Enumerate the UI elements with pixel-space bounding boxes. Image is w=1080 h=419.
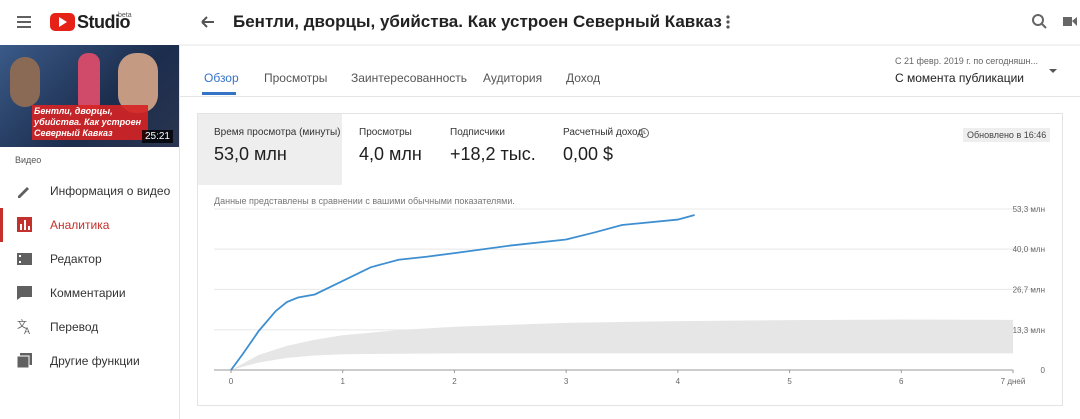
y-tick-label: 40,0 млн (1013, 245, 1045, 254)
menu-item[interactable]: Другие функции (0, 344, 179, 378)
create-button[interactable] (1063, 17, 1077, 26)
app-name: Studio (77, 12, 131, 32)
y-tick-label: 13,3 млн (1013, 326, 1045, 335)
tab[interactable]: Просмотры (264, 71, 328, 85)
menu-label: Информация о видео (50, 184, 171, 198)
metric-label: Подписчики (450, 127, 506, 138)
tab[interactable]: Заинтересованность (351, 71, 468, 85)
menu-button[interactable] (17, 16, 31, 28)
y-tick-label: 26,7 млн (1013, 285, 1045, 294)
metric-value: +18,2 тыс. (450, 144, 536, 164)
menu-icon (17, 217, 32, 232)
typical-range-band (231, 319, 1013, 370)
y-tick-label: 53,3 млн (1013, 205, 1045, 214)
date-range-label: С 21 февр. 2019 г. по сегодняшн... (895, 56, 1038, 66)
svg-text:A: A (24, 326, 30, 336)
x-tick-label: 7 дней (1001, 377, 1026, 386)
section-label: Видео (15, 155, 42, 165)
tab[interactable]: Обзор (204, 71, 239, 85)
more-button[interactable] (726, 15, 730, 29)
tab-divider (179, 96, 1080, 97)
y-tick-label: 0 (1041, 366, 1046, 375)
menu-label: Другие функции (50, 354, 140, 368)
x-tick-label: 6 (899, 377, 904, 386)
metric-value: 4,0 млн (359, 144, 422, 164)
info-icon[interactable] (638, 127, 650, 139)
menu-item[interactable]: Информация о видео (0, 174, 179, 208)
menu-label: Аналитика (50, 218, 110, 232)
tab[interactable]: Доход (566, 71, 601, 85)
menu-label: Перевод (50, 320, 99, 334)
menu-item[interactable]: Комментарии (0, 276, 179, 310)
menu-icon (17, 253, 32, 265)
x-tick-label: 5 (787, 377, 792, 386)
thumbnail-text: Бентли, дворцы, убийства. Как устроен Се… (32, 105, 148, 140)
analytics-card (197, 113, 1063, 406)
x-tick-label: 3 (564, 377, 569, 386)
menu-icon (18, 187, 29, 198)
menu-label: Редактор (50, 252, 102, 266)
date-range-value[interactable]: С момента публикации (895, 71, 1024, 85)
menu-item[interactable]: Редактор (0, 242, 179, 276)
sidebar-divider (179, 45, 180, 419)
chart-note: Данные представлены в сравнении с вашими… (214, 196, 515, 206)
search-button[interactable] (1032, 14, 1047, 29)
logo-play (59, 17, 67, 27)
thumbnail[interactable]: Бентли, дворцы, убийства. Как устроен Се… (0, 45, 179, 147)
video-title: Бентли, дворцы, убийства. Как устроен Се… (233, 12, 722, 31)
thumbnail-figure (78, 53, 100, 113)
menu-icon (16, 353, 32, 369)
metric-label: Расчетный доход (563, 127, 644, 138)
duration: 25:21 (141, 130, 173, 143)
x-tick-label: 0 (229, 377, 234, 386)
active-metric-bg (198, 114, 342, 185)
menu-icon (17, 286, 32, 300)
x-tick-label: 1 (340, 377, 345, 386)
x-tick-label: 4 (676, 377, 681, 386)
metric-value: 53,0 млн (214, 144, 287, 164)
metric-label: Просмотры (359, 127, 412, 138)
metric-label: Время просмотра (минуты) (214, 127, 341, 138)
x-tick-label: 2 (452, 377, 457, 386)
svg-text:文: 文 (17, 318, 27, 331)
menu-label: Комментарии (50, 286, 126, 300)
thumbnail-figure (118, 53, 158, 113)
menu-item[interactable]: Аналитика (0, 208, 179, 242)
thumbnail-figure (10, 57, 40, 107)
menu-item[interactable]: 文 A Перевод (0, 310, 179, 344)
dropdown-arrow[interactable] (1048, 67, 1058, 75)
menu-icon: 文A (17, 318, 30, 336)
series-line (230, 214, 695, 371)
header-bar (17, 13, 1080, 46)
beta-badge: beta (118, 12, 132, 19)
tab-underline (202, 92, 236, 95)
updated-badge: Обновлено в 16:46 (963, 128, 1051, 142)
back-button[interactable] (201, 16, 214, 28)
tab[interactable]: Аудитория (483, 71, 543, 85)
metric-value: 0,00 $ (563, 144, 614, 164)
chart: 0 13,3 млн 26,7 млн 40,0 млн 53,3 млн 0 1 2 3 4 5 6… (214, 205, 1046, 386)
